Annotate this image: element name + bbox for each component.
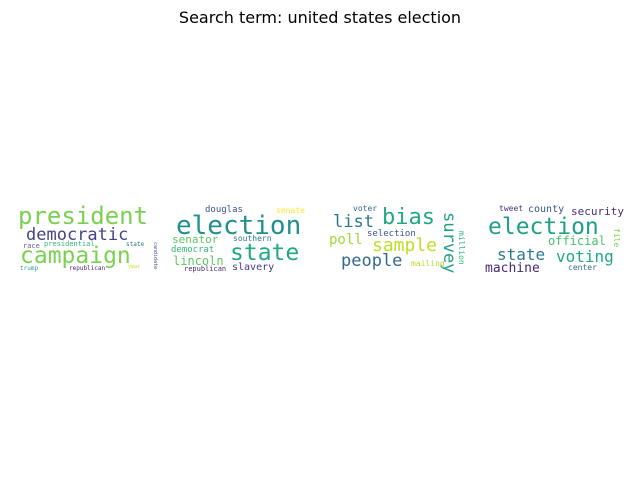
word-cloud-3: voter bias list survey selection poll sa… bbox=[326, 196, 468, 282]
cloud-word: presidential bbox=[44, 240, 95, 248]
cloud-word: tweet bbox=[499, 204, 523, 213]
cloud-word: survey bbox=[439, 212, 459, 273]
cloud-word: list bbox=[333, 212, 374, 232]
cloud-word: people bbox=[341, 251, 402, 271]
cloud-word: state bbox=[230, 240, 299, 266]
cloud-word: senate bbox=[276, 206, 305, 215]
cloud-word: state bbox=[126, 241, 144, 248]
cloud-word: president bbox=[18, 202, 148, 230]
word-cloud-4-svg: tweet county security election official … bbox=[485, 204, 624, 276]
cloud-word: file bbox=[612, 228, 621, 247]
cloud-word: lincoln bbox=[173, 254, 224, 268]
cloud-word: security bbox=[571, 205, 624, 218]
cloud-word: senator bbox=[172, 233, 219, 246]
cloud-word: campaign bbox=[20, 243, 131, 269]
cloud-word: slavery bbox=[232, 262, 274, 273]
cloud-word: year bbox=[128, 264, 140, 270]
cloud-word: county bbox=[528, 204, 564, 215]
word-cloud-2: douglas senate election senator democrat… bbox=[170, 196, 312, 282]
cloud-word: sample bbox=[372, 235, 437, 256]
cloud-word: state bbox=[497, 245, 545, 264]
cloud-word: trump bbox=[20, 265, 38, 272]
cloud-word: election bbox=[488, 214, 599, 240]
cloud-word: million bbox=[457, 231, 466, 265]
cloud-word: machine bbox=[485, 261, 540, 276]
word-cloud-2-svg: douglas senate election senator democrat… bbox=[171, 205, 305, 273]
cloud-word: bias bbox=[382, 205, 435, 230]
cloud-word: southern bbox=[233, 234, 272, 243]
cloud-word: selection bbox=[367, 229, 416, 239]
word-cloud-1-svg: president democratic campaign race presi… bbox=[18, 202, 158, 272]
cloud-word: voter bbox=[353, 204, 377, 213]
cloud-word: poll bbox=[329, 232, 363, 248]
word-cloud-3-svg: voter bias list survey selection poll sa… bbox=[329, 204, 466, 273]
cloud-word: official bbox=[548, 234, 606, 248]
figure-title: Search term: united states election bbox=[178, 8, 462, 27]
word-cloud-1: president democratic campaign race presi… bbox=[14, 196, 158, 282]
cloud-word: candidate bbox=[152, 242, 158, 269]
cloud-word: mailing bbox=[411, 259, 445, 268]
cloud-word: democrat bbox=[171, 245, 214, 255]
cloud-word: center bbox=[568, 263, 597, 272]
cloud-word: voting bbox=[556, 247, 614, 266]
cloud-word: democratic bbox=[26, 225, 128, 245]
cloud-word: race bbox=[23, 242, 40, 250]
word-cloud-4: tweet county security election official … bbox=[484, 196, 626, 282]
cloud-word: election bbox=[176, 211, 301, 241]
cloud-word: douglas bbox=[205, 205, 243, 215]
cloud-word: republican bbox=[184, 265, 226, 273]
cloud-word: republican bbox=[69, 265, 106, 272]
